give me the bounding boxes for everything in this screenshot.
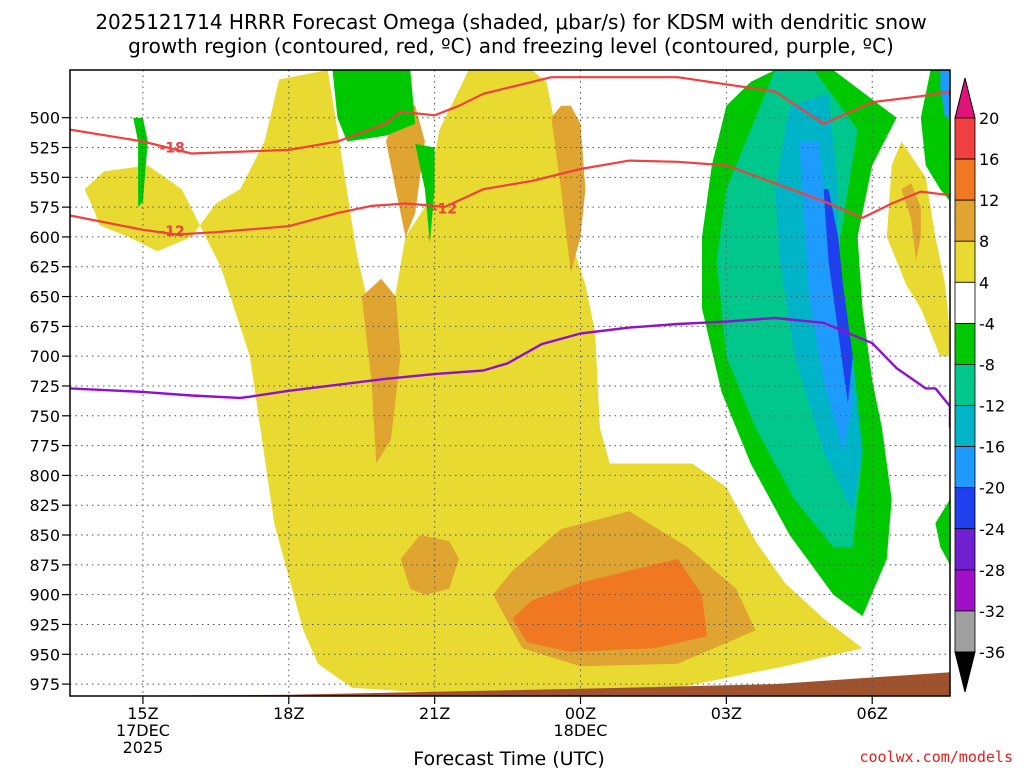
y-tick-label: 825	[29, 496, 60, 515]
isotherm-label: -12	[159, 224, 184, 240]
y-tick-label: 750	[29, 407, 60, 426]
isotherm-label: -18	[159, 141, 184, 157]
contour-lines	[70, 76, 950, 428]
colorbar: 20 16 12 8 4 -4 -8 -12 -16 -20 -24 -28 -32 -36	[954, 77, 1005, 693]
y-tick-label: 675	[29, 317, 60, 336]
colorbar-label: 4	[979, 273, 989, 292]
y-tick-label: 775	[29, 437, 60, 456]
x-tick-label: 15Z	[127, 704, 158, 723]
omega-region-9	[332, 70, 416, 142]
omega-region-4	[400, 535, 459, 595]
y-tick-label: 550	[29, 168, 60, 187]
x-axis-label: Forecast Time (UTC)	[413, 748, 604, 768]
omega-region-8	[901, 183, 921, 261]
y-tick-label: 800	[29, 466, 60, 485]
y-tick-label: 975	[29, 675, 60, 694]
chart-title-line-1: 2025121714 HRRR Forecast Omega (shaded, …	[95, 10, 926, 34]
colorbar-bin	[954, 610, 976, 653]
colorbar-label: -32	[979, 602, 1005, 621]
colorbar-bin	[954, 240, 976, 283]
colorbar-bin	[954, 405, 976, 448]
colorbar-bin	[954, 199, 976, 242]
x-tick-label: 18DEC	[554, 721, 608, 740]
colorbar-bin	[954, 487, 976, 530]
omega-region-11	[133, 117, 148, 208]
y-tick-label: 725	[29, 377, 60, 396]
y-tick-label: 700	[29, 347, 60, 366]
colorbar-bin	[954, 446, 976, 489]
colorbar-label: 12	[979, 191, 999, 210]
x-tick-label: 18Z	[273, 704, 304, 723]
x-tick-label: 06Z	[857, 704, 888, 723]
omega-region-15	[799, 141, 853, 452]
colorbar-label: -28	[979, 561, 1005, 580]
omega-region-6	[512, 558, 707, 652]
colorbar-label: -20	[979, 479, 1005, 498]
y-tick-label: 500	[29, 109, 60, 128]
colorbar-bin	[954, 569, 976, 612]
isotherm--12	[70, 159, 950, 236]
omega-region-19	[940, 70, 950, 118]
source-credit: coolwx.com/models	[859, 748, 1013, 766]
isotherm-label: -12	[432, 201, 457, 217]
omega-region-18	[935, 499, 950, 565]
colorbar-bin	[954, 117, 976, 160]
colorbar-bin	[954, 281, 976, 324]
x-tick-label: 03Z	[711, 704, 742, 723]
y-tick-label: 575	[29, 198, 60, 217]
colorbar-bin	[954, 528, 976, 571]
colorbar-bin	[954, 158, 976, 201]
omega-region-10	[415, 143, 435, 243]
colorbar-label: -16	[979, 438, 1005, 457]
isotherm--18	[70, 76, 950, 155]
chart-title-line-2: growth region (contoured, red, ºC) and f…	[128, 34, 894, 58]
colorbar-bin	[954, 364, 976, 406]
y-tick-label: 625	[29, 258, 60, 277]
colorbar-label: -4	[979, 314, 995, 333]
freezing-level-line	[70, 316, 950, 428]
y-tick-label: 525	[29, 139, 60, 158]
terrain-ground	[70, 672, 950, 696]
y-tick-label: 850	[29, 526, 60, 545]
omega-shading	[70, 70, 950, 696]
x-tick-label: 17DEC	[116, 721, 170, 740]
colorbar-label: 20	[979, 109, 999, 128]
y-tick-label: 900	[29, 586, 60, 605]
y-tick-label: 925	[29, 615, 60, 634]
colorbar-label: -12	[979, 397, 1005, 416]
y-tick-label: 600	[29, 228, 60, 247]
plot-frame	[69, 69, 951, 697]
colorbar-label: 16	[979, 150, 999, 169]
contour-labels: -18 -12 -12	[159, 141, 457, 240]
colorbar-bin	[954, 322, 976, 365]
colorbar-label: -24	[979, 520, 1005, 539]
y-tick-label: 950	[29, 645, 60, 664]
colorbar-label: -36	[979, 643, 1005, 662]
colorbar-top-triangle	[954, 77, 976, 119]
omega-region-16	[823, 189, 853, 404]
x-tick-label: 00Z	[565, 704, 596, 723]
omega-region-7	[886, 141, 950, 357]
pressure-axis: 500 525 550 575 600 625 650 675 700 725 750 775 800 8…	[29, 109, 70, 694]
x-tick-label: 2025	[123, 738, 164, 757]
gridlines	[70, 70, 950, 696]
omega-region-1	[386, 99, 425, 237]
y-tick-label: 650	[29, 288, 60, 307]
colorbar-label: -8	[979, 355, 995, 374]
colorbar-bottom-triangle	[954, 651, 976, 693]
y-tick-label: 875	[29, 556, 60, 575]
colorbar-label: 8	[979, 232, 989, 251]
x-tick-label: 21Z	[419, 704, 450, 723]
omega-region-3	[361, 278, 401, 464]
